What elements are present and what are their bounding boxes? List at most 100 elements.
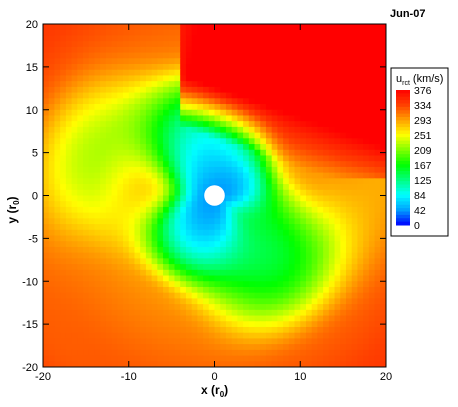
heatmap-cell <box>317 161 324 168</box>
heatmap-cell <box>94 355 101 362</box>
heatmap-cell <box>54 281 61 288</box>
heatmap-cell <box>277 321 284 328</box>
heatmap-cell <box>220 292 227 299</box>
heatmap-cell <box>94 229 101 237</box>
heatmap-cell <box>83 35 90 42</box>
heatmap-cell <box>317 81 324 88</box>
colorbar-swatch <box>396 147 410 152</box>
colorbar-tick-label: 125 <box>414 175 432 187</box>
heatmap-cell <box>265 292 273 299</box>
heatmap-cell <box>88 86 96 94</box>
heatmap-cell <box>174 52 181 59</box>
heatmap-cell <box>283 52 290 59</box>
heatmap-cell <box>248 361 256 367</box>
heatmap-cell <box>71 35 78 42</box>
heatmap-cell <box>294 109 301 117</box>
heatmap-cell <box>300 355 307 362</box>
heatmap-cell <box>145 109 153 117</box>
y-tick-label: -5 <box>28 233 38 245</box>
heatmap-cell <box>197 126 204 134</box>
colorbar-swatch <box>396 177 410 182</box>
heatmap-cell <box>197 86 204 94</box>
heatmap-cell <box>191 69 198 77</box>
heatmap-cell <box>374 241 381 248</box>
heatmap-cell <box>163 321 170 328</box>
heatmap-cell <box>111 104 118 111</box>
heatmap-cell <box>357 75 364 82</box>
colorbar-swatch <box>396 93 410 98</box>
heatmap-cell <box>265 355 273 362</box>
heatmap-cell <box>294 161 301 168</box>
heatmap-cell <box>260 104 267 111</box>
heatmap-cell <box>88 332 96 340</box>
heatmap-cell <box>48 344 56 351</box>
heatmap-cell <box>277 58 284 65</box>
heatmap-cell <box>157 246 164 254</box>
heatmap-cell <box>340 166 347 174</box>
heatmap-cell <box>168 281 176 288</box>
heatmap-cell <box>265 298 273 305</box>
heatmap-cell <box>145 132 153 139</box>
heatmap-cell <box>294 275 301 282</box>
heatmap-cell <box>174 286 181 294</box>
heatmap-cell <box>191 92 198 99</box>
heatmap-cell <box>243 92 250 99</box>
heatmap-cell <box>225 29 233 37</box>
heatmap-cell <box>83 349 90 357</box>
heatmap-cell <box>208 121 216 128</box>
heatmap-cell <box>254 229 261 237</box>
heatmap-cell <box>117 86 124 94</box>
heatmap-cell <box>168 258 176 265</box>
heatmap-cell <box>231 338 238 345</box>
heatmap-cell <box>323 224 330 231</box>
heatmap-cell <box>265 86 273 94</box>
heatmap-cell <box>231 149 238 157</box>
heatmap-cell <box>317 149 324 157</box>
heatmap-cell <box>117 121 124 128</box>
heatmap-cell <box>225 178 233 185</box>
heatmap-cell <box>334 286 341 294</box>
heatmap-cell <box>237 98 244 105</box>
heatmap-cell <box>60 184 67 191</box>
heatmap-cell <box>317 29 324 37</box>
heatmap-cell <box>48 195 56 202</box>
heatmap-cell <box>163 246 170 254</box>
heatmap-cell <box>48 58 56 65</box>
heatmap-cell <box>134 326 141 334</box>
heatmap-cell <box>157 126 164 134</box>
heatmap-cell <box>54 309 61 317</box>
heatmap-cell <box>111 115 118 122</box>
heatmap-cell <box>311 46 318 54</box>
heatmap-cell <box>340 201 347 208</box>
heatmap-cell <box>345 241 353 248</box>
heatmap-cell <box>305 235 313 242</box>
heatmap-cell <box>208 252 216 259</box>
heatmap-cell <box>220 332 227 340</box>
heatmap-cell <box>197 104 204 111</box>
heatmap-cell <box>300 98 307 105</box>
heatmap-cell <box>117 178 124 185</box>
heatmap-cell <box>83 235 90 242</box>
heatmap-cell <box>283 298 290 305</box>
heatmap-cell <box>317 86 324 94</box>
heatmap-cell <box>197 309 204 317</box>
heatmap-cell <box>294 349 301 357</box>
heatmap-cell <box>363 269 370 277</box>
heatmap-cell <box>363 46 370 54</box>
heatmap-cell <box>340 264 347 271</box>
heatmap-cell <box>363 75 370 82</box>
heatmap-cell <box>357 206 364 214</box>
heatmap-cell <box>191 298 198 305</box>
heatmap-cell <box>77 246 84 254</box>
heatmap-cell <box>71 275 78 282</box>
heatmap-cell <box>323 24 330 31</box>
heatmap-cell <box>134 64 141 71</box>
heatmap-cell <box>71 41 78 48</box>
heatmap-cell <box>368 24 376 31</box>
heatmap-cell <box>340 144 347 151</box>
heatmap-cell <box>180 309 187 317</box>
heatmap-cell <box>363 201 370 208</box>
heatmap-cell <box>77 81 84 88</box>
heatmap-cell <box>225 286 233 294</box>
heatmap-cell <box>231 241 238 248</box>
